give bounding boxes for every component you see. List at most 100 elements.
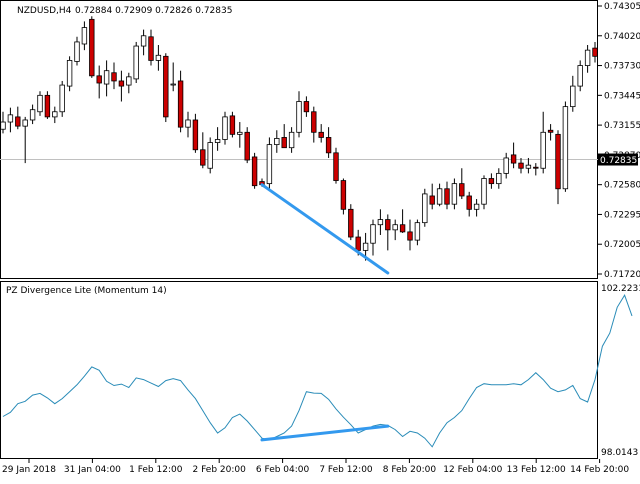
bear-candle <box>386 220 391 230</box>
bear-candle <box>467 196 472 209</box>
bear-candle <box>534 167 539 168</box>
bull-candle <box>393 225 398 230</box>
time-tick-label: 14 Feb 20:00 <box>570 465 629 475</box>
bull-candle <box>452 184 457 205</box>
time-tick-label: 8 Feb 20:00 <box>383 465 437 475</box>
symbol-title: NZDUSD,H4 <box>17 6 72 16</box>
bull-candle <box>1 122 6 129</box>
bull-candle <box>437 189 442 204</box>
bull-candle <box>497 173 502 183</box>
bull-candle <box>104 71 109 84</box>
bear-candle <box>252 157 257 186</box>
bull-candle <box>415 223 420 240</box>
bear-candle <box>341 181 346 210</box>
bull-candle <box>215 139 220 142</box>
bear-candle <box>112 73 117 81</box>
bull-candle <box>297 101 302 132</box>
bull-candle <box>238 132 243 134</box>
bear-candle <box>97 76 102 83</box>
bull-candle <box>171 84 176 85</box>
price-tick-label: 0.72295 <box>604 210 640 220</box>
indicator-panel[interactable]: PZ Divergence Lite (Momentum 14) 102.223… <box>1 282 640 459</box>
bull-candle <box>60 85 65 112</box>
price-axis: 0.74305 0.74020 0.73730 0.73445 0.73155 0.728… <box>598 2 640 280</box>
bear-candle <box>326 137 331 152</box>
bear-candle <box>119 81 124 86</box>
bear-candle <box>178 81 183 127</box>
bull-candle <box>289 132 294 147</box>
bear-candle <box>356 237 361 250</box>
time-tick-label: 7 Feb 12:00 <box>319 465 373 475</box>
bull-candle <box>371 225 376 243</box>
indicator-tick-label: 98.0143 <box>601 448 638 458</box>
time-tick-label: 31 Jan 04:00 <box>64 465 121 475</box>
price-tick-label: 0.72005 <box>604 240 640 250</box>
indicator-axis: 102.2231 98.0143 <box>601 284 640 458</box>
bull-candle <box>53 112 58 117</box>
bull-candle <box>585 50 590 65</box>
price-tick-label: 0.74305 <box>604 2 640 12</box>
bear-candle <box>593 48 598 56</box>
bull-candle <box>23 120 28 126</box>
bear-candle <box>408 232 413 240</box>
bull-candle <box>474 204 479 209</box>
bull-candle <box>363 243 368 250</box>
bull-candle <box>208 143 213 169</box>
price-tick-label: 0.73445 <box>604 91 640 101</box>
bull-candle <box>75 42 80 62</box>
bull-candle <box>223 117 228 140</box>
bull-candle <box>423 194 428 223</box>
bull-candle <box>82 28 87 44</box>
bull-candle <box>127 77 132 85</box>
bear-candle <box>90 19 95 75</box>
bear-candle <box>282 137 287 147</box>
bear-candle <box>489 179 494 184</box>
bull-candle <box>141 36 146 46</box>
bear-candle <box>230 116 235 134</box>
bull-candle <box>578 66 583 87</box>
bear-candle <box>511 155 516 163</box>
bull-candle <box>571 86 576 107</box>
bear-candle <box>334 153 339 181</box>
ohlc-header: 0.72884 0.72909 0.72826 0.72835 <box>75 6 232 16</box>
bear-candle <box>312 112 317 133</box>
bear-candle <box>445 189 450 204</box>
bear-candle <box>193 120 198 150</box>
bull-candle <box>156 55 161 60</box>
indicator-title: PZ Divergence Lite (Momentum 14) <box>6 286 167 296</box>
bear-candle <box>245 132 250 160</box>
price-tick-label: 0.74020 <box>604 32 640 42</box>
bull-candle <box>134 46 139 79</box>
bull-candle <box>541 132 546 168</box>
bear-candle <box>556 134 561 188</box>
bull-candle <box>67 60 72 86</box>
price-tick-label: 0.73155 <box>604 121 640 131</box>
bull-candle <box>30 110 35 120</box>
bear-candle <box>201 150 206 165</box>
price-panel[interactable]: 0.74305 0.74020 0.73730 0.73445 0.73155 0.728… <box>0 1 640 281</box>
bull-candle <box>482 179 487 205</box>
bull-candle <box>563 107 568 189</box>
bull-candle <box>504 158 509 173</box>
time-tick-label: 2 Feb 20:00 <box>193 465 247 475</box>
current-price-label: 0.72835 <box>600 156 637 166</box>
bear-candle <box>460 184 465 196</box>
bull-candle <box>38 95 43 111</box>
price-tick-label: 0.73730 <box>604 62 640 72</box>
bull-candle <box>275 138 280 144</box>
bull-candle <box>267 145 272 184</box>
bear-candle <box>519 163 524 168</box>
indicator-panel-border <box>1 282 598 459</box>
bear-candle <box>349 209 354 237</box>
indicator-tick-label: 102.2231 <box>601 284 640 294</box>
bear-candle <box>164 56 169 117</box>
bear-candle <box>149 37 154 61</box>
bear-candle <box>548 130 553 132</box>
bear-candle <box>430 196 435 204</box>
time-tick-label: 1 Feb 12:00 <box>129 465 183 475</box>
time-tick-label: 29 Jan 2018 <box>2 465 56 475</box>
price-tick-label: 0.72580 <box>604 181 640 191</box>
bull-candle <box>8 115 13 122</box>
